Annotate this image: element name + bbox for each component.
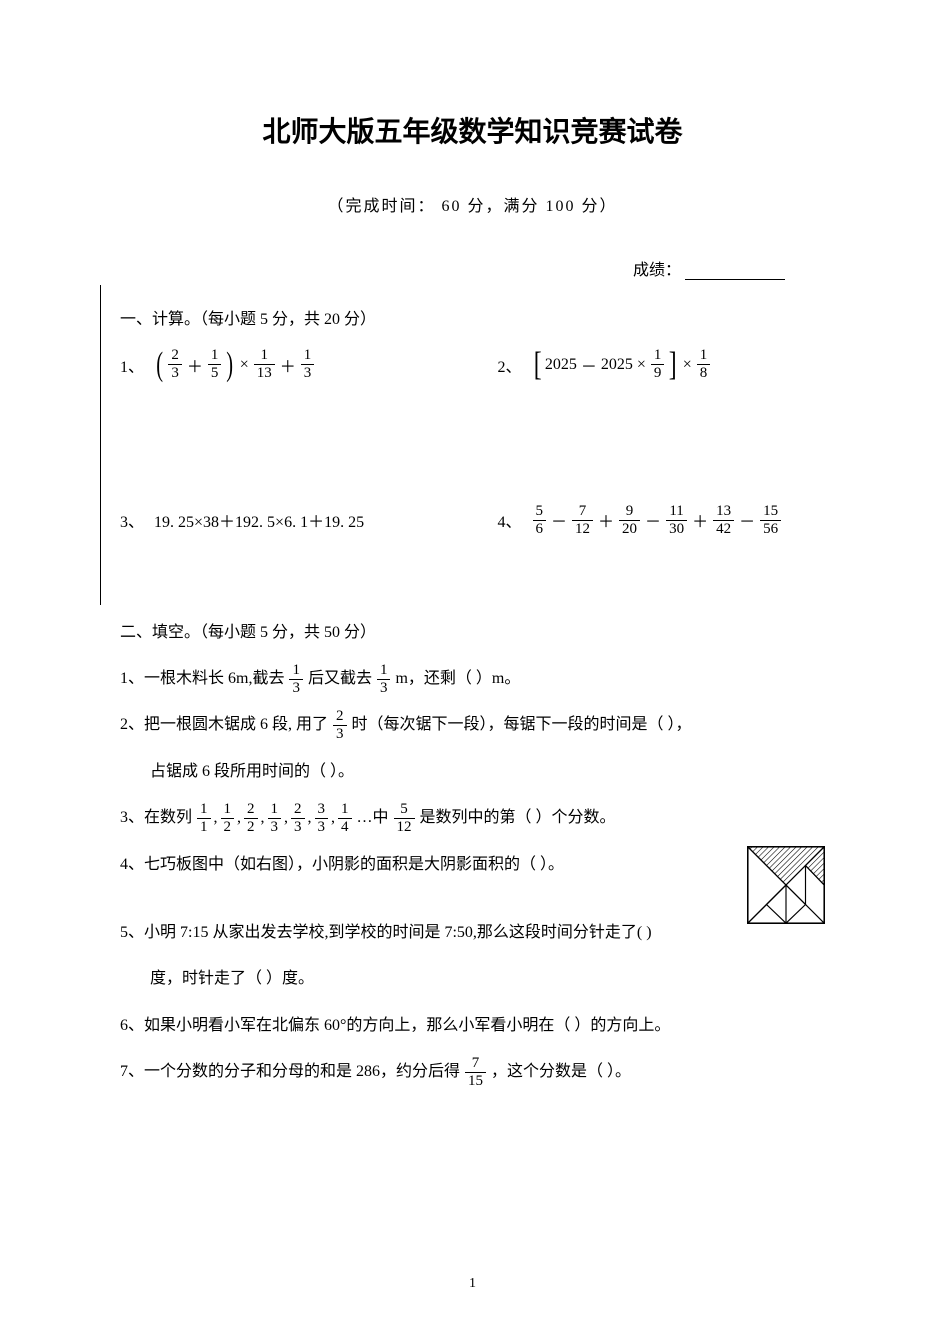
question-1: 1、一根木料长 6m,截去 13 后又截去 13 m，还剩（ ）m。 — [120, 660, 825, 698]
lbracket-icon: [ — [533, 348, 541, 382]
problem-3: 3、 19. 25×38＋192. 5×6. 1＋19. 25 — [120, 508, 448, 532]
rparen-icon: ) — [227, 348, 234, 382]
question-2: 2、把一根圆木锯成 6 段, 用了 23 时（每次锯下一段），每锯下一段的时间是… — [120, 706, 825, 744]
score-blank — [685, 279, 785, 280]
problem-row-3-4: 3、 19. 25×38＋192. 5×6. 1＋19. 25 4、 56 － … — [120, 503, 825, 539]
score-label: 成绩： — [633, 262, 681, 279]
p3-expr: 19. 25×38＋192. 5×6. 1＋19. 25 — [154, 508, 364, 532]
p3-num: 3、 — [120, 508, 144, 532]
p1-expr: ( 23 ＋ 15 ) × 113 ＋ 13 — [154, 347, 315, 383]
spacer — [120, 548, 825, 618]
question-5b: 度，时针走了（ ）度。 — [120, 960, 825, 998]
question-3: 3、在数列 11, 12, 22, 13, 23, 33, 14 …中 512 … — [120, 799, 825, 838]
problem-2: 2、 [ 2025 － 2025 × 19 ] × 18 — [448, 347, 826, 383]
section1-header: 一、计算。（每小题 5 分，共 20 分） — [120, 305, 825, 329]
problem-1: 1、 ( 23 ＋ 15 ) × 113 ＋ 13 — [120, 347, 448, 383]
p2-expr: [ 2025 － 2025 × 19 ] × 18 — [532, 347, 712, 383]
question-2b: 占锯成 6 段所用时间的（ ）。 — [120, 753, 825, 791]
page-title: 北师大版五年级数学知识竞赛试卷 — [120, 110, 825, 150]
section2-header: 二、填空。（每小题 5 分，共 50 分） — [120, 618, 825, 642]
p1-num: 1、 — [120, 353, 144, 377]
problem-4: 4、 56 － 712 ＋ 920 － 1130 ＋ 1342 － 1556 — [448, 503, 826, 539]
p2-num: 2、 — [498, 353, 522, 377]
question-4: 4、七巧板图中（如右图），小阴影的面积是大阴影面积的（ ）。 — [120, 846, 825, 884]
score-line: 成绩： — [120, 256, 825, 280]
question-6: 6、如果小明看小军在北偏东 60°的方向上，那么小军看小明在（ ）的方向上。 — [120, 1007, 825, 1045]
tangram-icon — [747, 846, 825, 924]
question-5: 5、小明 7:15 从家出发去学校,到学校的时间是 7:50,那么这段时间分针走… — [120, 914, 825, 952]
page-number: 1 — [469, 1276, 476, 1292]
lparen-icon: ( — [156, 348, 163, 382]
rbracket-icon: ] — [669, 348, 677, 382]
margin-rule — [100, 285, 101, 605]
problem-row-1-2: 1、 ( 23 ＋ 15 ) × 113 ＋ 13 2、 [ 2025 － 20… — [120, 347, 825, 383]
subtitle: （完成时间： 60 分，满分 100 分） — [120, 192, 825, 216]
p4-num: 4、 — [498, 508, 522, 532]
p4-expr: 56 － 712 ＋ 920 － 1130 ＋ 1342 － 1556 — [532, 503, 783, 539]
question-7: 7、一个分数的分子和分母的和是 286，约分后得 715 ，这个分数是（ ）。 — [120, 1053, 825, 1091]
spacer — [120, 393, 825, 503]
